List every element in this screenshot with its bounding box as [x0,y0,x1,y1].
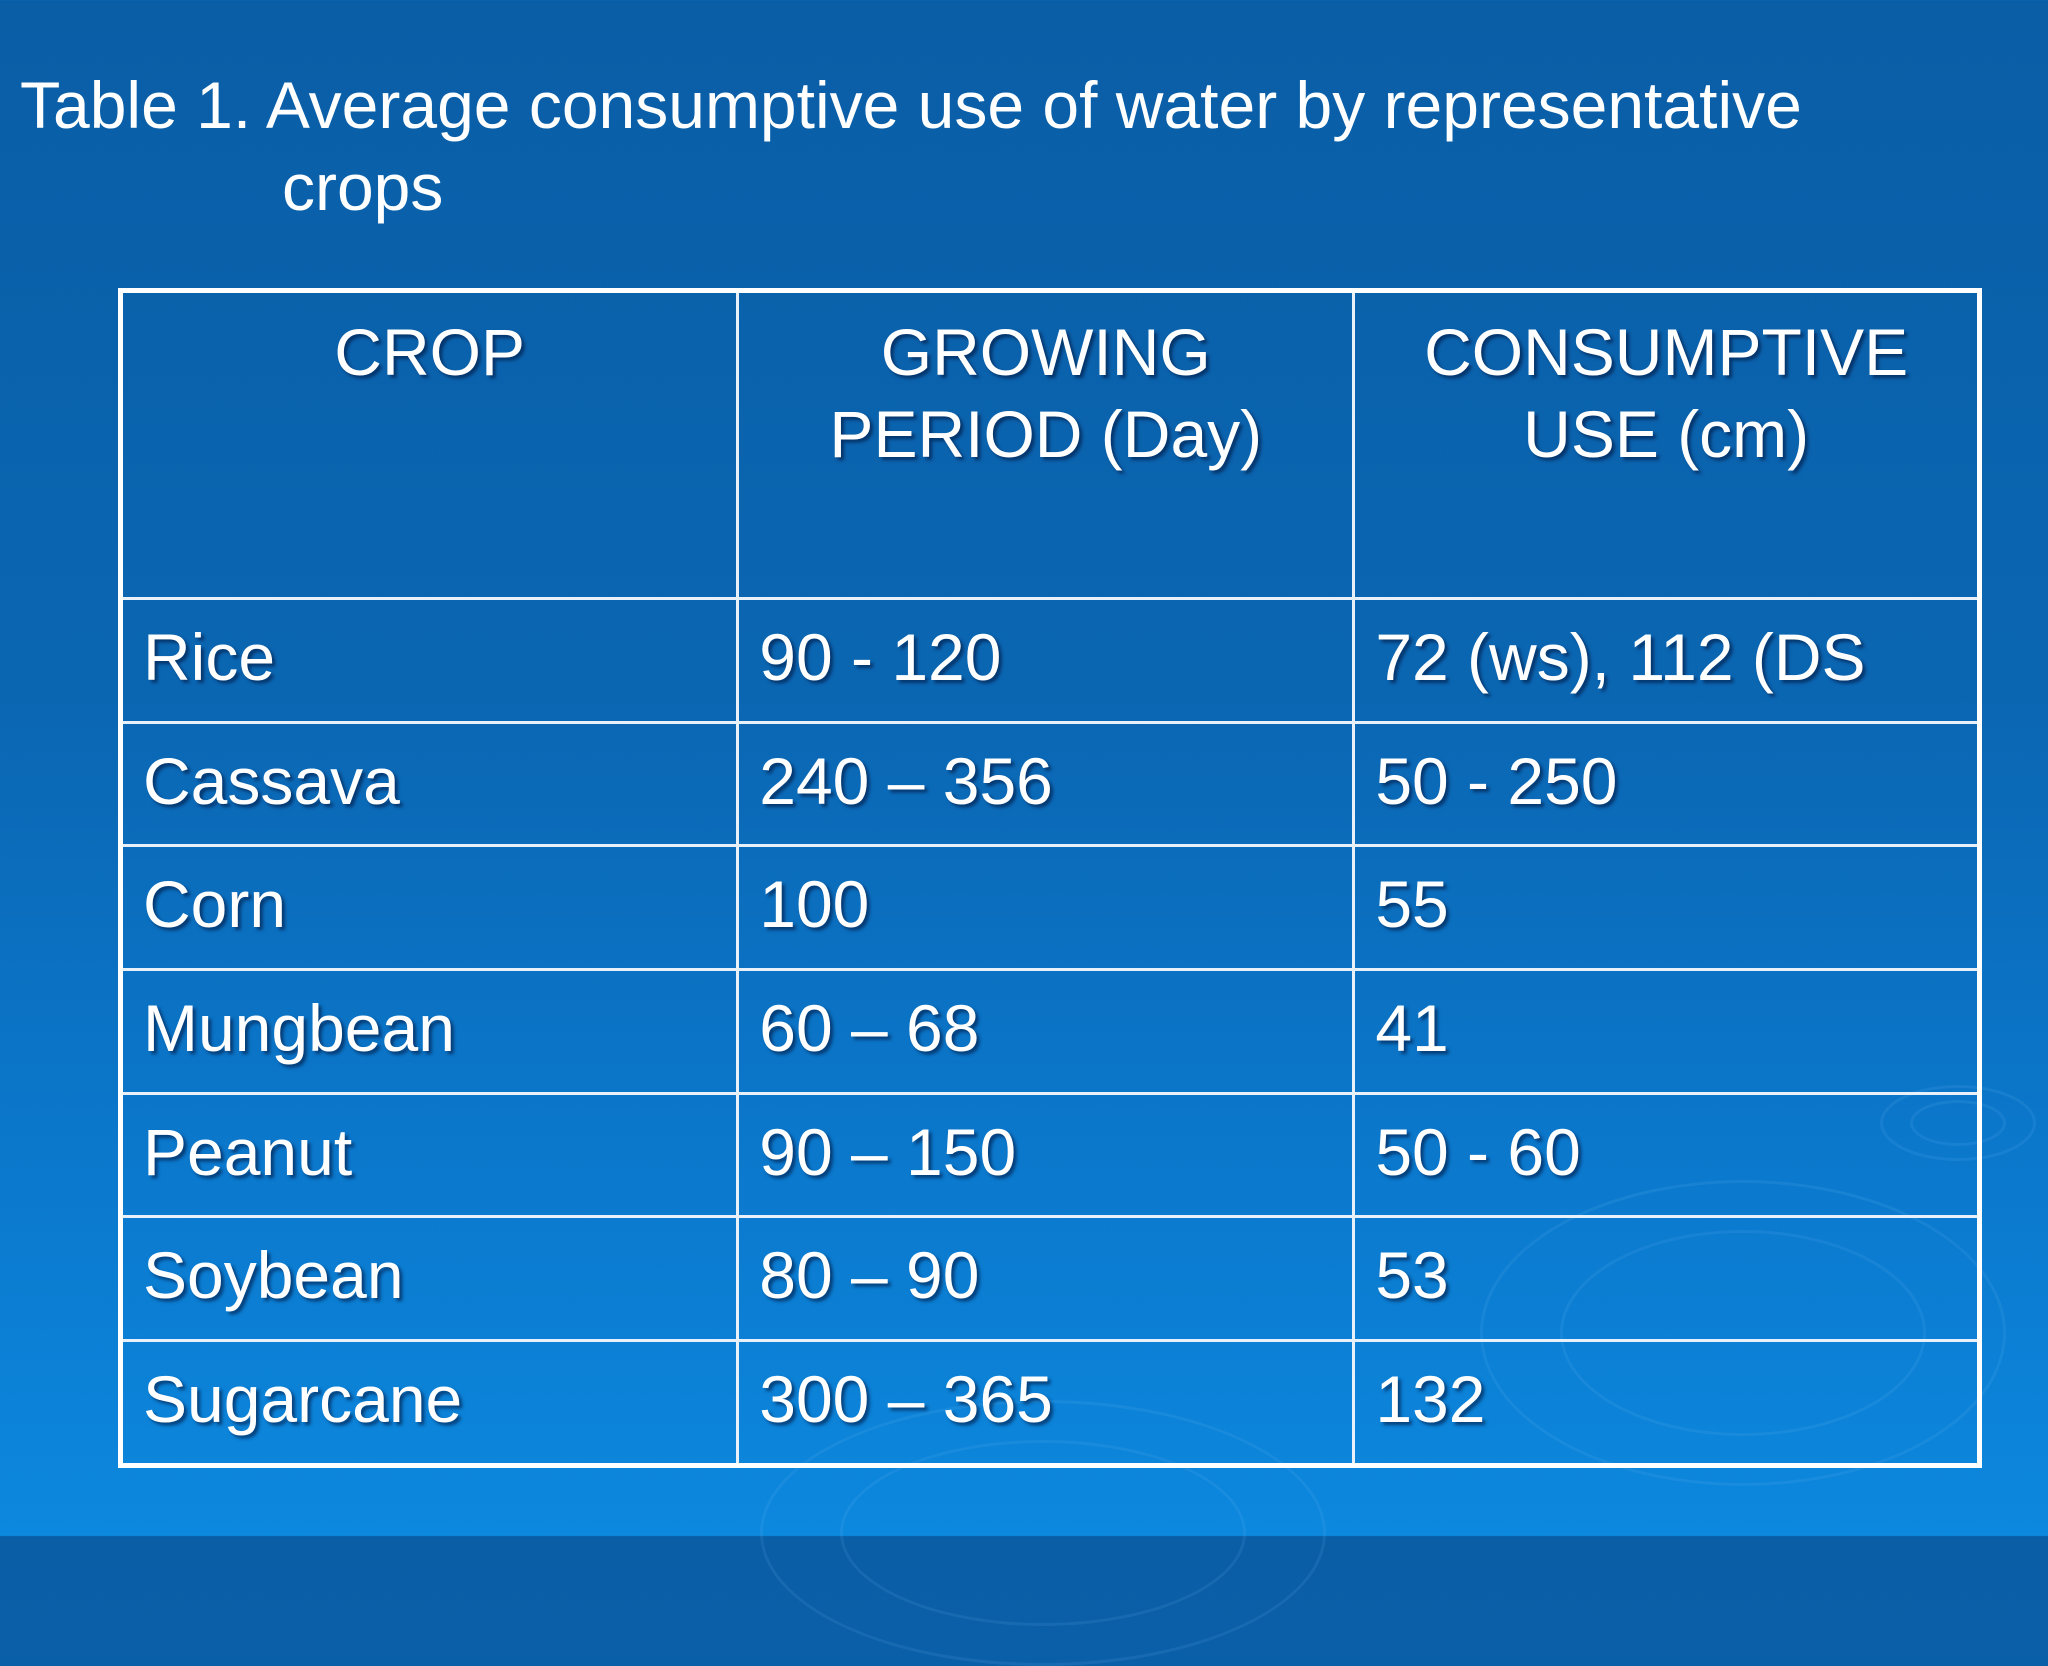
table-row: Corn 100 55 [118,844,1981,972]
table-row: Cassava 240 – 356 50 - 250 [118,720,1981,848]
cell-period: 60 – 68 [736,968,1356,1095]
header-growing-period-line1: GROWING [880,315,1211,389]
cell-crop: Mungbean [118,968,740,1095]
cell-crop: Sugarcane [118,1339,740,1467]
cell-period: 240 – 356 [736,720,1356,848]
cell-period: 100 [736,844,1356,972]
cell-crop: Corn [118,844,740,972]
header-growing-period: GROWING PERIOD (Day) [736,289,1356,600]
cell-crop: Cassava [118,720,740,848]
table-header-row: CROP GROWING PERIOD (Day) CONSUMPTIVE US… [118,289,1981,600]
cell-use: 41 [1352,968,1981,1095]
cell-use: 132 [1352,1339,1981,1467]
cell-period: 300 – 365 [736,1339,1356,1467]
header-consumptive-use-line2: USE (cm) [1523,397,1810,471]
slide-title-line1: Table 1. Average consumptive use of wate… [20,68,1802,142]
table-row: Peanut 90 – 150 50 - 60 [118,1091,1981,1219]
cell-period: 80 – 90 [736,1215,1356,1343]
slide-title-line2: crops [282,150,444,224]
header-crop: CROP [118,289,740,600]
cell-use: 50 - 250 [1352,720,1981,848]
cell-crop: Soybean [118,1215,740,1343]
cell-use: 50 - 60 [1352,1091,1981,1219]
header-consumptive-use-line1: CONSUMPTIVE [1424,315,1909,389]
cell-crop: Peanut [118,1091,740,1219]
table-row: Soybean 80 – 90 53 [118,1215,1981,1343]
crop-water-use-table: CROP GROWING PERIOD (Day) CONSUMPTIVE US… [118,288,1982,1468]
cell-period: 90 – 150 [736,1091,1356,1219]
header-consumptive-use: CONSUMPTIVE USE (cm) [1352,289,1981,600]
cell-crop: Rice [118,597,740,724]
header-growing-period-line2: PERIOD (Day) [829,397,1263,471]
cell-use: 53 [1352,1215,1981,1343]
cell-period: 90 - 120 [736,597,1356,724]
table-row: Sugarcane 300 – 365 132 [118,1339,1981,1467]
cell-use: 55 [1352,844,1981,972]
table-row: Rice 90 - 120 72 (ws), 112 (DS [118,597,1981,724]
cell-use: 72 (ws), 112 (DS [1352,597,1981,724]
table-row: Mungbean 60 – 68 41 [118,968,1981,1095]
slide-title: Table 1. Average consumptive use of wate… [20,64,1802,228]
